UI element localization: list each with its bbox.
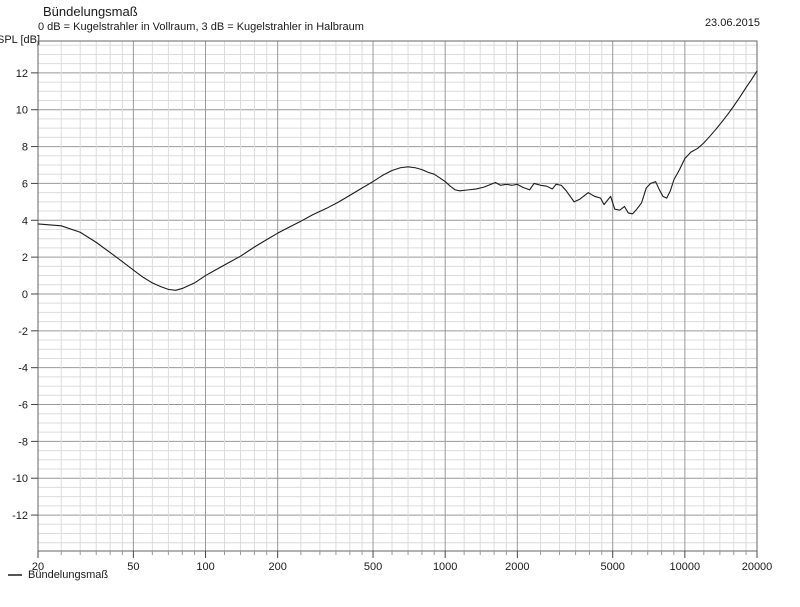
directivity-curve	[37, 70, 758, 291]
y-tick-label: -4	[18, 363, 28, 375]
x-tick-label: 2000	[505, 561, 529, 573]
x-tick-label: 100	[196, 561, 214, 573]
y-tick-label: 2	[22, 252, 28, 264]
date-label: 23.06.2015	[704, 17, 760, 29]
y-tick-label: -2	[18, 326, 28, 338]
y-tick-label: 0	[22, 289, 28, 301]
y-tick-label: -12	[12, 510, 28, 522]
x-tick-label: 50	[127, 561, 139, 573]
page-title: Bündelungsmaß	[43, 4, 138, 19]
legend-line-swatch	[8, 574, 22, 576]
y-tick-label: 4	[22, 215, 28, 227]
x-tick-label: 500	[364, 561, 382, 573]
legend: Bündelungsmaß	[8, 569, 108, 581]
plot-border	[37, 40, 758, 552]
legend-label: Bündelungsmaß	[28, 569, 109, 581]
y-tick-label: 6	[22, 178, 28, 190]
x-tick-label: 20	[32, 561, 44, 573]
y-tick-label: -6	[18, 400, 28, 412]
x-tick-label: 10000	[670, 561, 701, 573]
chart-subtitle: 0 dB = Kugelstrahler in Vollraum, 3 dB =…	[38, 21, 364, 33]
y-tick-label: 8	[22, 142, 28, 154]
y-tick-label: -10	[12, 473, 28, 485]
y-axis-label: SPL [dB]	[0, 34, 41, 46]
x-tick-label: 5000	[600, 561, 624, 573]
x-tick-label: 20000	[742, 561, 773, 573]
y-tick-label: -8	[18, 436, 28, 448]
x-tick-label: 1000	[433, 561, 457, 573]
y-tick-label: 12	[16, 68, 28, 80]
x-tick-label: 200	[268, 561, 286, 573]
y-tick-label: 10	[16, 105, 28, 117]
